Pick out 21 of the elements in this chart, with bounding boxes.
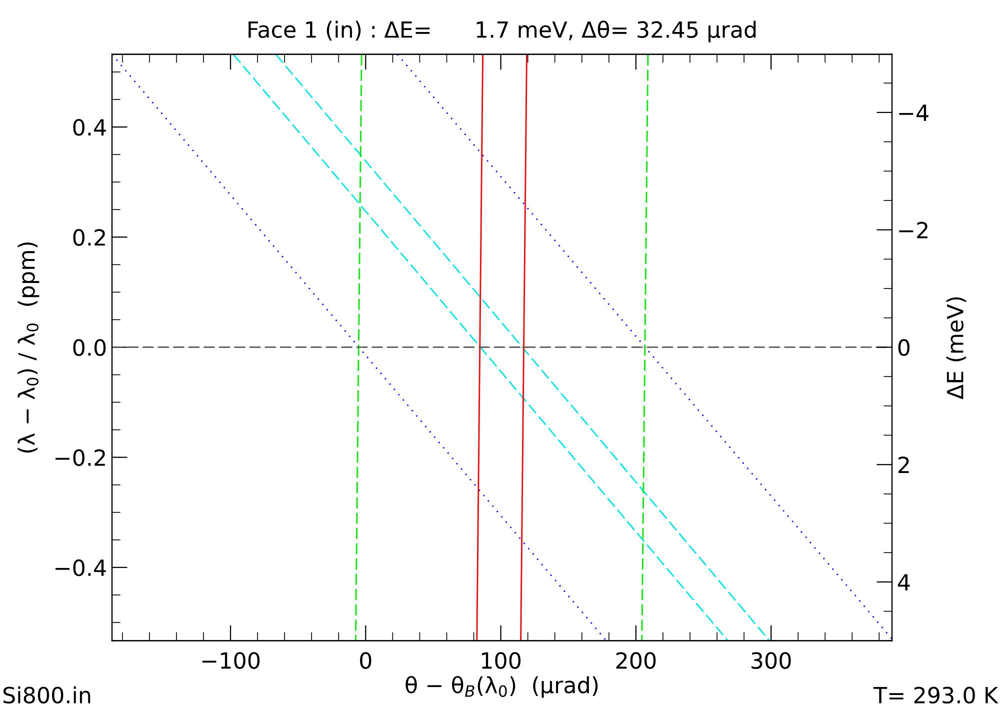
x-tick-label: 100 (482, 652, 521, 669)
text: Si800.in (3, 686, 90, 704)
x-tick-label: 300 (752, 652, 791, 669)
y-tick-label: −0.2 (56, 449, 105, 466)
y-tick-label: −0.4 (56, 559, 106, 576)
y-tick-label: 0.4 (73, 118, 106, 136)
y2-tick-label: −4 (899, 104, 928, 121)
chart-title: Face 1 (in) : ΔE= 1.7 meV, Δθ= 32.45 μrad (248, 20, 756, 42)
x-tick-label: −100 (202, 652, 260, 669)
y-tick-label: 0.0 (73, 339, 106, 356)
y-tick-label: 0.2 (73, 229, 105, 246)
y-axis-title: (λ − λ$_{0}$) / λ$_{0}$ (ppm) (18, 242, 40, 453)
y2-axis-title: ΔE (meV) (946, 297, 966, 400)
x-axis-title: θ − θ$_{B}$(λ$_{0}$) (μrad) (406, 676, 598, 698)
text: T= 293.0 K (873, 686, 998, 704)
y2-tick-label: 0 (898, 339, 910, 356)
y2-tick-label: 2 (898, 456, 909, 474)
x-tick-label: 200 (616, 652, 656, 669)
y2-tick-label: 4 (898, 574, 910, 590)
y2-tick-label: −2 (899, 222, 928, 238)
x-tick-label: 0 (360, 652, 372, 669)
